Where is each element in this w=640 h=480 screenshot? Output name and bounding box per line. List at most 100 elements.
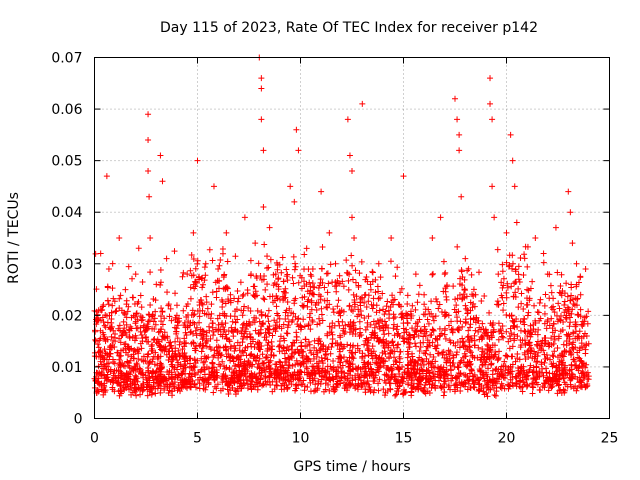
data-point [111, 388, 118, 395]
data-point [285, 318, 292, 325]
data-point [255, 331, 262, 338]
data-point [156, 342, 163, 349]
data-point [468, 367, 475, 374]
data-point [557, 317, 564, 324]
data-point [568, 281, 575, 288]
data-point [305, 296, 312, 303]
data-point [157, 279, 164, 286]
data-point [161, 383, 168, 390]
data-point [218, 375, 225, 382]
data-point [566, 340, 573, 347]
data-point [319, 317, 326, 324]
data-point [137, 391, 144, 398]
data-point [434, 298, 441, 305]
data-point-roti [577, 291, 584, 298]
data-point [279, 293, 286, 300]
data-point [435, 305, 442, 312]
data-point [108, 309, 115, 316]
data-point [154, 385, 161, 392]
data-point [404, 292, 411, 299]
data-point [455, 364, 462, 371]
data-point [289, 274, 296, 281]
data-point [395, 301, 402, 308]
data-point [227, 387, 234, 394]
data-point [100, 361, 107, 368]
data-point [328, 329, 335, 336]
data-point [499, 261, 506, 268]
data-point [373, 309, 380, 316]
data-point [399, 374, 406, 381]
data-point [288, 353, 295, 360]
data-point-roti [266, 224, 273, 231]
data-point [265, 318, 272, 325]
data-point [305, 371, 312, 378]
data-point [569, 306, 576, 313]
data-point [309, 291, 316, 298]
data-point [558, 271, 565, 278]
data-point [282, 309, 289, 316]
data-point [222, 374, 229, 381]
data-point [187, 355, 194, 362]
data-point [517, 371, 524, 378]
data-point [540, 380, 547, 387]
data-point [367, 286, 374, 293]
data-point [577, 306, 584, 313]
data-point [234, 374, 240, 381]
data-point [468, 367, 475, 374]
data-point [410, 383, 417, 390]
data-point [575, 279, 582, 286]
data-point [321, 297, 328, 304]
data-point [254, 352, 261, 359]
data-point [381, 348, 388, 355]
data-point [508, 283, 515, 290]
data-point [493, 365, 500, 372]
data-point [244, 385, 251, 392]
data-point [424, 367, 431, 374]
data-point [507, 364, 514, 371]
data-point [466, 343, 473, 350]
data-point [145, 338, 152, 345]
data-point [464, 358, 471, 365]
data-point [326, 374, 333, 381]
data-point [219, 250, 226, 257]
data-point-roti [309, 265, 316, 272]
data-point [428, 310, 435, 317]
data-point [582, 384, 589, 391]
data-point [262, 378, 269, 385]
data-point [291, 266, 298, 273]
data-point [293, 337, 300, 344]
data-point [125, 263, 132, 270]
data-point [344, 341, 351, 348]
data-point [316, 370, 323, 377]
data-point [362, 276, 369, 283]
data-point [139, 381, 146, 388]
data-point [408, 388, 415, 395]
data-point [318, 265, 325, 272]
data-point-roti [132, 271, 139, 278]
data-point [284, 344, 291, 351]
data-point [314, 365, 321, 372]
data-point [369, 268, 376, 275]
data-point [292, 361, 299, 368]
data-point [127, 357, 134, 364]
data-point [207, 315, 214, 322]
data-point [224, 258, 231, 265]
data-point [450, 354, 457, 361]
data-point [192, 345, 199, 352]
data-point [336, 346, 343, 353]
data-point [473, 314, 480, 321]
data-point [357, 329, 364, 336]
data-point [196, 319, 203, 326]
data-point [268, 346, 275, 353]
data-point [515, 304, 522, 311]
data-point [263, 354, 270, 361]
data-point [345, 286, 352, 293]
data-point [541, 310, 548, 317]
data-point [205, 379, 212, 386]
data-point [329, 279, 336, 286]
data-point [371, 378, 378, 385]
data-point [133, 311, 140, 318]
data-point [214, 315, 221, 322]
data-point [343, 387, 350, 394]
data-point [187, 267, 194, 274]
